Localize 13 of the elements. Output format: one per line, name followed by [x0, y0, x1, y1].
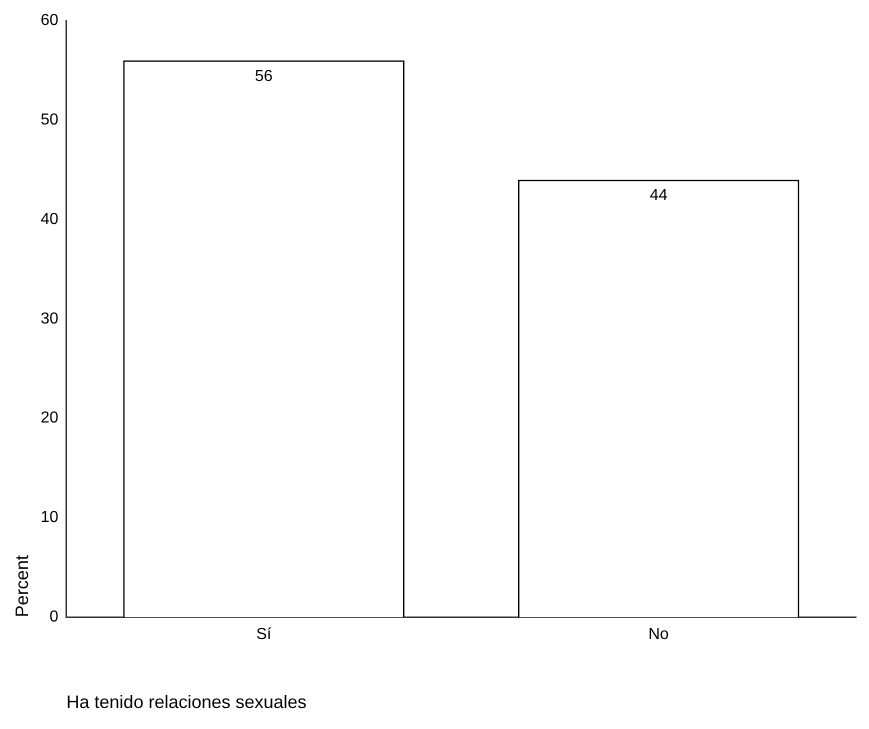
- x-axis-title: Ha tenido relaciones sexuales: [66, 692, 307, 712]
- y-tick-label: 60: [40, 12, 58, 30]
- y-tick-label: 30: [40, 310, 58, 328]
- y-tick-label: 50: [40, 111, 58, 128]
- y-tick-label: 0: [49, 608, 58, 626]
- y-axis-title: Percent: [12, 555, 32, 618]
- x-tick-label: No: [648, 626, 669, 644]
- data-label: 56: [254, 68, 273, 85]
- y-tick-label: 20: [40, 410, 58, 427]
- y-tick-label: 40: [40, 210, 58, 228]
- y-tick-label: 10: [40, 509, 58, 526]
- data-label: 44: [650, 187, 668, 204]
- x-tick-label: Sí: [256, 626, 272, 644]
